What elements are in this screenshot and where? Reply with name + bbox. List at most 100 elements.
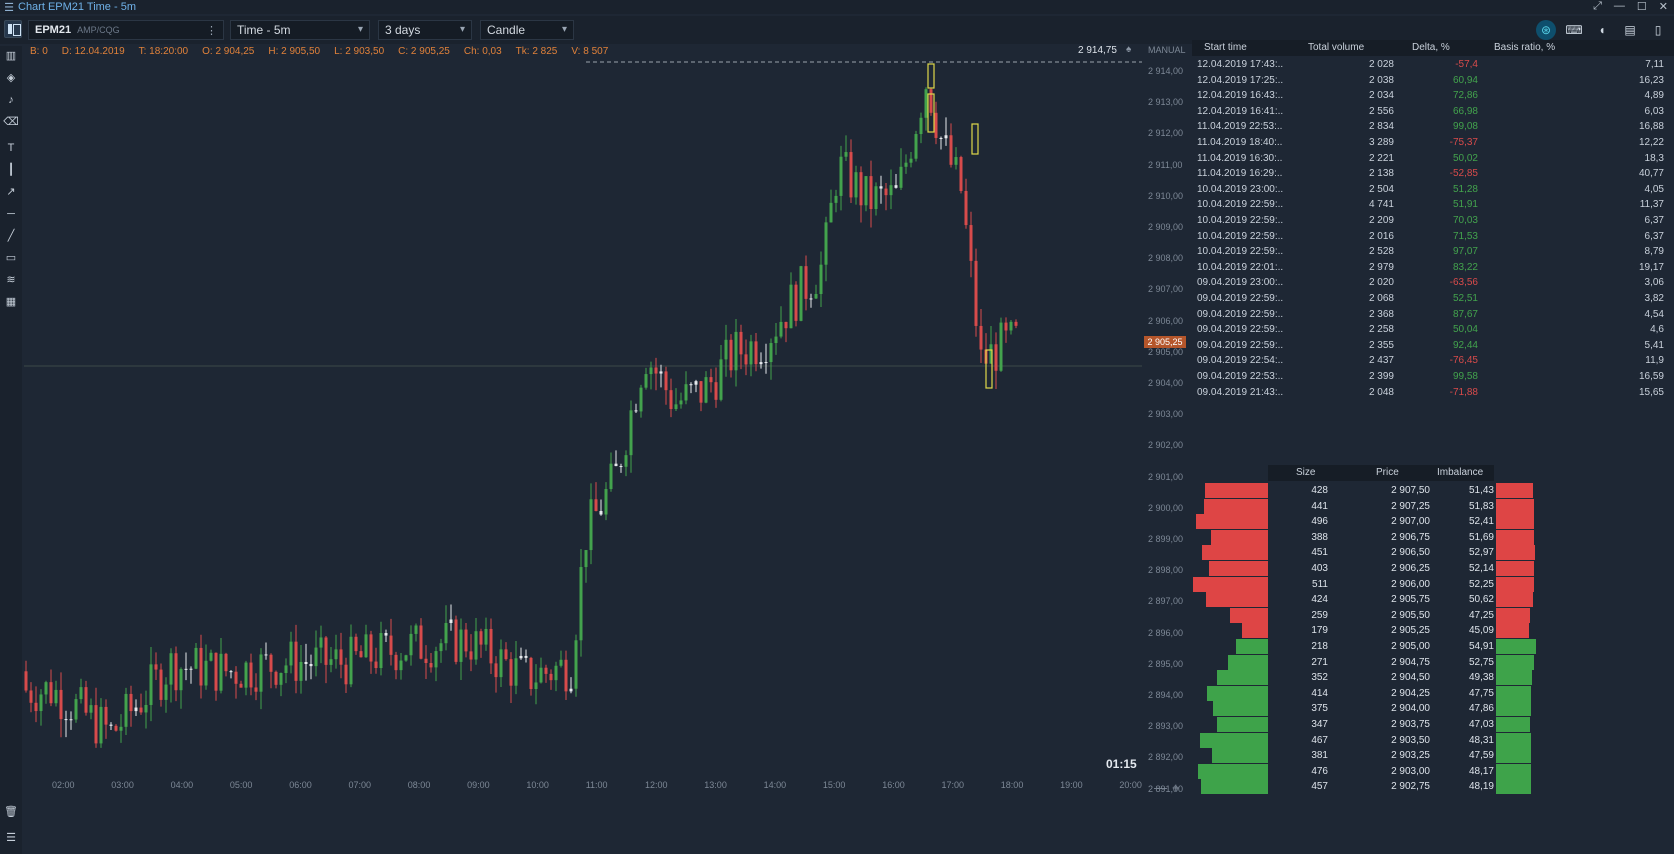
trade-row[interactable]: 10.04.2019 22:59:.. 4 741 51,91 11,37: [1192, 198, 1674, 214]
bid-row[interactable]: 381 2 903,25 47,59: [1192, 748, 1674, 764]
trade-row[interactable]: 09.04.2019 22:59:.. 2 068 52,51 3,82: [1192, 292, 1674, 308]
col-size[interactable]: Size: [1296, 467, 1316, 478]
ask-row[interactable]: 441 2 907,25 51,83: [1192, 498, 1674, 515]
period-dropdown[interactable]: 3 days ▾: [378, 20, 472, 40]
ask-row[interactable]: 428 2 907,50 51,43: [1192, 483, 1674, 499]
dom-price: 2 905,25: [1391, 625, 1430, 637]
volume-cluster-marker[interactable]: [927, 63, 935, 89]
alert-bell-icon[interactable]: ♠: [1126, 44, 1132, 55]
layers-icon[interactable]: ◈: [6, 72, 16, 84]
ruler-icon[interactable]: ▦: [5, 296, 17, 308]
keyboard-icon[interactable]: ⌨: [1565, 23, 1583, 37]
zoom-in-button[interactable]: +: [1172, 780, 1180, 795]
chart-type-dropdown[interactable]: Candle ▾: [480, 20, 574, 40]
manual-scale-label[interactable]: MANUAL: [1148, 45, 1186, 55]
trade-row[interactable]: 12.04.2019 16:41:.. 2 556 66,98 6,03: [1192, 105, 1674, 121]
bid-row[interactable]: 271 2 904,75 52,75: [1192, 654, 1674, 671]
col-delta[interactable]: Delta, %: [1412, 42, 1450, 53]
bid-row[interactable]: 414 2 904,25 47,75: [1192, 685, 1674, 702]
ask-row[interactable]: 179 2 905,25 45,09: [1192, 623, 1674, 639]
candle-body: [919, 117, 923, 135]
bid-row[interactable]: 352 2 904,50 49,38: [1192, 670, 1674, 686]
candle-body: [539, 667, 543, 683]
candle-body: [564, 659, 568, 692]
ask-row[interactable]: 259 2 905,50 47,25: [1192, 607, 1674, 624]
trade-row[interactable]: 09.04.2019 21:43:.. 2 048 -71,88 15,65: [1192, 386, 1674, 402]
indicators-icon[interactable]: ▥: [5, 50, 17, 62]
volume-cluster-marker[interactable]: [971, 123, 979, 155]
trade-row[interactable]: 11.04.2019 16:29:.. 2 138 -52,85 40,77: [1192, 167, 1674, 183]
trade-row[interactable]: 10.04.2019 22:59:.. 2 016 71,53 6,37: [1192, 230, 1674, 246]
trade-delta: -75,37: [1449, 137, 1478, 148]
trade-delta: 51,28: [1452, 183, 1478, 195]
ask-row[interactable]: 403 2 906,25 52,14: [1192, 561, 1674, 577]
volume-cluster-marker[interactable]: [985, 349, 993, 389]
col-basis-ratio[interactable]: Basis ratio, %: [1494, 42, 1556, 53]
side-panel-icon[interactable]: ▯: [1654, 23, 1662, 37]
bid-row[interactable]: 457 2 902,75 48,19: [1192, 779, 1674, 795]
vertical-line-icon[interactable]: ┃: [7, 164, 15, 176]
col-start-time[interactable]: Start time: [1204, 42, 1247, 53]
list-icon[interactable]: ☰: [6, 832, 16, 844]
trade-row[interactable]: 11.04.2019 16:30:.. 2 221 50,02 18,3: [1192, 152, 1674, 168]
bid-row[interactable]: 347 2 903,75 47,03: [1192, 717, 1674, 733]
trading-mode-icon[interactable]: ⊛: [1536, 20, 1556, 40]
rectangle-tool-icon[interactable]: ▭: [5, 252, 17, 264]
trash-icon[interactable]: 🗑: [4, 806, 18, 818]
text-tool-icon[interactable]: T: [7, 142, 15, 154]
size-bar: [1228, 654, 1268, 670]
panel-toggle-button[interactable]: [4, 20, 22, 38]
trade-row[interactable]: 11.04.2019 18:40:.. 3 289 -75,37 12,22: [1192, 136, 1674, 152]
minimize-icon[interactable]: —: [1613, 0, 1625, 12]
arrow-tool-icon[interactable]: ↗: [6, 186, 16, 198]
close-icon[interactable]: ✕: [1658, 1, 1668, 13]
bid-row[interactable]: 467 2 903,50 48,31: [1192, 732, 1674, 749]
trade-row[interactable]: 11.04.2019 22:53:.. 2 834 99,08 16,88: [1192, 120, 1674, 136]
col-imbalance[interactable]: Imbalance: [1437, 467, 1484, 478]
trade-delta: 87,67: [1452, 308, 1478, 320]
ask-row[interactable]: 511 2 906,00 52,25: [1192, 576, 1674, 593]
more-options-icon[interactable]: ⋮: [206, 24, 217, 37]
time-tick: 13:00: [704, 780, 727, 790]
template-icon[interactable]: ▤: [1624, 23, 1636, 37]
trade-row[interactable]: 09.04.2019 22:59:.. 2 258 50,04 4,6: [1192, 323, 1674, 339]
trend-line-icon[interactable]: ╱: [7, 230, 15, 242]
bid-row[interactable]: 375 2 904,00 47,86: [1192, 701, 1674, 717]
fibonacci-icon[interactable]: ≋: [6, 274, 16, 286]
trade-row[interactable]: 09.04.2019 22:54:.. 2 437 -76,45 11,9: [1192, 354, 1674, 370]
timeframe-dropdown[interactable]: Time - 5m ▾: [230, 20, 370, 40]
horizontal-line-icon[interactable]: ─: [7, 208, 15, 220]
trade-row[interactable]: 12.04.2019 17:25:.. 2 038 60,94 16,23: [1192, 74, 1674, 90]
trade-row[interactable]: 09.04.2019 23:00:.. 2 020 -63,56 3,06: [1192, 276, 1674, 292]
col-total-volume[interactable]: Total volume: [1308, 42, 1365, 53]
ask-row[interactable]: 424 2 905,75 50,62: [1192, 592, 1674, 608]
dom-size: 352: [1311, 672, 1328, 684]
trade-row[interactable]: 12.04.2019 17:43:.. 2 028 -57,4 7,11: [1192, 58, 1674, 74]
volume-cluster-marker[interactable]: [927, 93, 935, 133]
bid-row[interactable]: 476 2 903,00 48,17: [1192, 763, 1674, 780]
bid-row[interactable]: 218 2 905,00 54,91: [1192, 639, 1674, 655]
trade-row[interactable]: 09.04.2019 22:59:.. 2 355 92,44 5,41: [1192, 339, 1674, 355]
fullscreen-icon[interactable]: ⤢: [1593, 0, 1602, 12]
trade-row[interactable]: 09.04.2019 22:53:.. 2 399 99,58 16,59: [1192, 370, 1674, 386]
mouse-icon[interactable]: ◖: [1598, 23, 1606, 37]
candle-body: [749, 341, 753, 365]
trade-row[interactable]: 09.04.2019 22:59:.. 2 368 87,67 4,54: [1192, 308, 1674, 324]
eraser-icon[interactable]: ⌫: [3, 116, 19, 128]
trade-row[interactable]: 10.04.2019 23:00:.. 2 504 51,28 4,05: [1192, 183, 1674, 199]
col-price[interactable]: Price: [1376, 467, 1399, 478]
symbol-selector[interactable]: EPM21 AMP/CQG ⋮: [28, 20, 224, 40]
ask-row[interactable]: 451 2 906,50 52,97: [1192, 545, 1674, 561]
trade-delta: 52,51: [1452, 293, 1478, 304]
trade-row[interactable]: 12.04.2019 16:43:.. 2 034 72,86 4,89: [1192, 89, 1674, 105]
ask-row[interactable]: 496 2 907,00 52,41: [1192, 514, 1674, 530]
alert-bell-icon[interactable]: ♪: [8, 94, 14, 106]
zoom-out-button[interactable]: —: [1154, 780, 1167, 795]
trade-row[interactable]: 10.04.2019 22:01:.. 2 979 83,22 19,17: [1192, 261, 1674, 277]
hamburger-menu-icon[interactable]: ☰: [4, 1, 14, 14]
trade-row[interactable]: 10.04.2019 22:59:.. 2 528 97,07 8,79: [1192, 245, 1674, 261]
trade-row[interactable]: 10.04.2019 22:59:.. 2 209 70,03 6,37: [1192, 214, 1674, 230]
maximize-icon[interactable]: ☐: [1636, 1, 1647, 13]
ask-row[interactable]: 388 2 906,75 51,69: [1192, 529, 1674, 546]
